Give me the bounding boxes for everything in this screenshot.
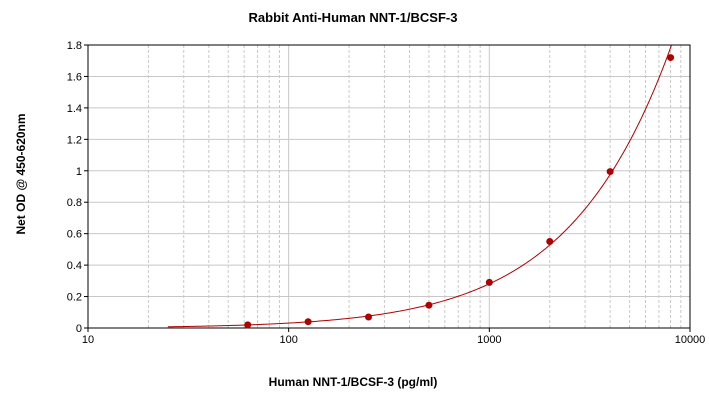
x-tick-label: 1000 bbox=[477, 334, 501, 346]
y-tick-label: 1.4 bbox=[67, 103, 82, 115]
data-point bbox=[667, 54, 675, 62]
y-tick-label: 0 bbox=[76, 323, 82, 335]
y-axis-label: Net OD @ 450-620nm bbox=[14, 113, 28, 234]
y-tick-label: 0.8 bbox=[67, 197, 82, 209]
data-point bbox=[244, 321, 252, 329]
data-point bbox=[304, 318, 312, 326]
x-tick-label: 10000 bbox=[675, 334, 706, 346]
y-tick-label: 1.6 bbox=[67, 71, 82, 83]
data-point bbox=[485, 278, 493, 286]
y-tick-label: 0.4 bbox=[67, 260, 82, 272]
y-tick-label: 0.2 bbox=[67, 292, 82, 304]
data-point bbox=[546, 238, 554, 246]
tick-labels: 0 0.2 0.4 0.6 0.8 1 1.2 1.4 1.6 1.8 10 100 1000 10000 bbox=[67, 40, 706, 346]
y-tick-label: 1.2 bbox=[67, 134, 82, 146]
grid-lines bbox=[88, 45, 690, 328]
plot-frame bbox=[87, 44, 691, 329]
x-tick-label: 10 bbox=[82, 334, 94, 346]
data-point bbox=[365, 313, 373, 321]
x-tick-label: 100 bbox=[279, 334, 297, 346]
data-point bbox=[606, 168, 614, 176]
data-point bbox=[425, 301, 433, 309]
chart-title: Rabbit Anti-Human NNT-1/BCSF-3 bbox=[249, 10, 458, 25]
axis-ticks bbox=[84, 44, 691, 332]
x-axis-label: Human NNT-1/BCSF-3 (pg/ml) bbox=[269, 375, 438, 389]
data-points bbox=[244, 54, 675, 329]
fit-curve bbox=[167, 44, 673, 328]
y-tick-label: 0.6 bbox=[67, 229, 82, 241]
y-tick-label: 1 bbox=[76, 166, 82, 178]
y-tick-label: 1.8 bbox=[67, 40, 82, 52]
